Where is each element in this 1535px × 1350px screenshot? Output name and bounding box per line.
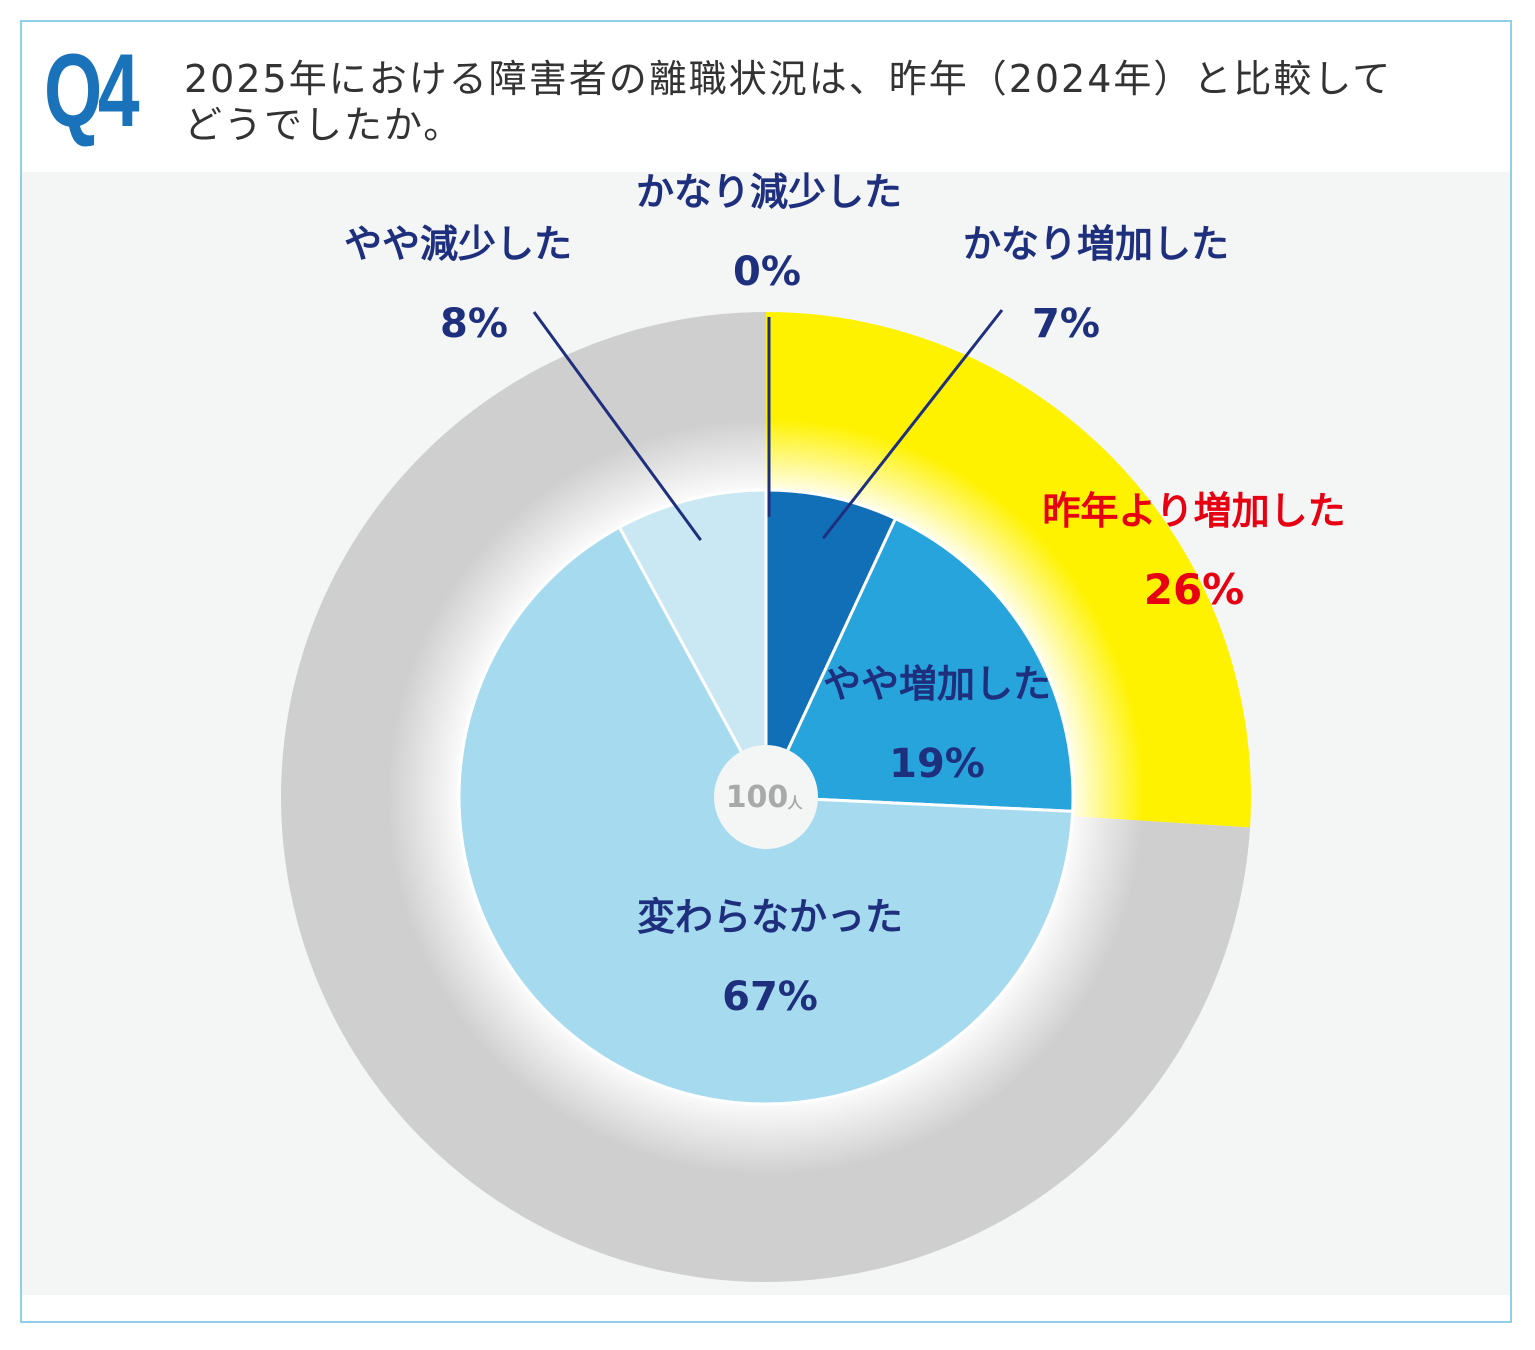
question-number: Q4 bbox=[44, 33, 140, 149]
question-header: Q4 2025年における障害者の離職状況は、昨年（2024年）と比較して どうで… bbox=[22, 22, 1510, 172]
value-label-unchanged: 67% bbox=[722, 974, 818, 1020]
inner-slice-slight-decrease bbox=[617, 488, 768, 798]
category-label-increase-total: 昨年より増加した bbox=[1042, 489, 1345, 533]
leader-lines bbox=[532, 309, 1004, 542]
category-label-slight-increase: やや増加した bbox=[823, 662, 1051, 706]
center-total-value: 100 bbox=[726, 780, 789, 815]
leader-slight-decrease bbox=[532, 311, 702, 542]
inner-slice-slight-increase bbox=[763, 516, 1075, 813]
center-total-unit: 人 bbox=[787, 794, 803, 812]
category-label-slight-decrease: やや減少した bbox=[344, 222, 572, 266]
center-hole bbox=[714, 745, 818, 849]
value-label-increase-total: 26% bbox=[1144, 565, 1245, 614]
chart-area: 100 人 かなり増加した 7% やや増加した 19% 変わらなかった 67% やや減少した… bbox=[22, 172, 1510, 1295]
category-label-unchanged: 変わらなかった bbox=[637, 895, 903, 939]
data-labels: かなり増加した 7% やや増加した 19% 変わらなかった 67% やや減少した 8% かなり減… bbox=[344, 172, 1346, 1020]
inner-slice-much-increase bbox=[764, 488, 898, 798]
value-label-much-increase: 7% bbox=[1032, 301, 1100, 347]
value-label-slight-decrease: 8% bbox=[440, 301, 508, 347]
value-label-much-decrease: 0% bbox=[733, 249, 801, 295]
leader-much-increase bbox=[822, 309, 1004, 540]
category-label-much-decrease: かなり減少した bbox=[636, 172, 902, 214]
category-label-much-increase: かなり増加した bbox=[963, 222, 1229, 266]
question-text: 2025年における障害者の離職状況は、昨年（2024年）と比較して どうでしたか… bbox=[184, 57, 1393, 147]
value-label-slight-increase: 19% bbox=[889, 741, 985, 787]
chart-frame: Q4 2025年における障害者の離職状況は、昨年（2024年）と比較して どうで… bbox=[20, 20, 1512, 1323]
donut-chart: 100 人 かなり増加した 7% やや増加した 19% 変わらなかった 67% やや減少した… bbox=[281, 172, 1346, 1282]
